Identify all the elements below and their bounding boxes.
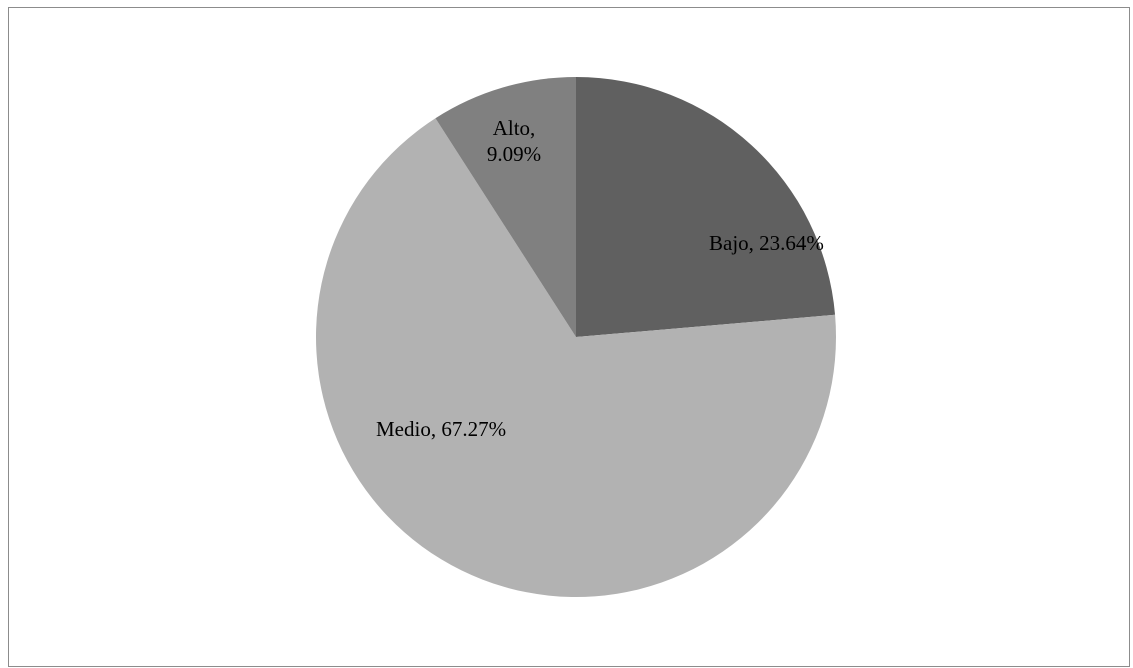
pie-slice-bajo [576, 77, 836, 337]
pie-slice-medio [316, 118, 837, 597]
data-label-alto: Alto, 9.09% [487, 116, 541, 166]
pie-slice-alto [435, 77, 576, 337]
chart-area: Bajo, 23.64% Medio, 67.27% Alto, 9.09% [8, 7, 1130, 667]
data-label-bajo: Bajo, 23.64% [709, 231, 824, 255]
pie-chart: Bajo, 23.64% Medio, 67.27% Alto, 9.09% [316, 77, 837, 597]
data-label-medio: Medio, 67.27% [376, 417, 506, 441]
